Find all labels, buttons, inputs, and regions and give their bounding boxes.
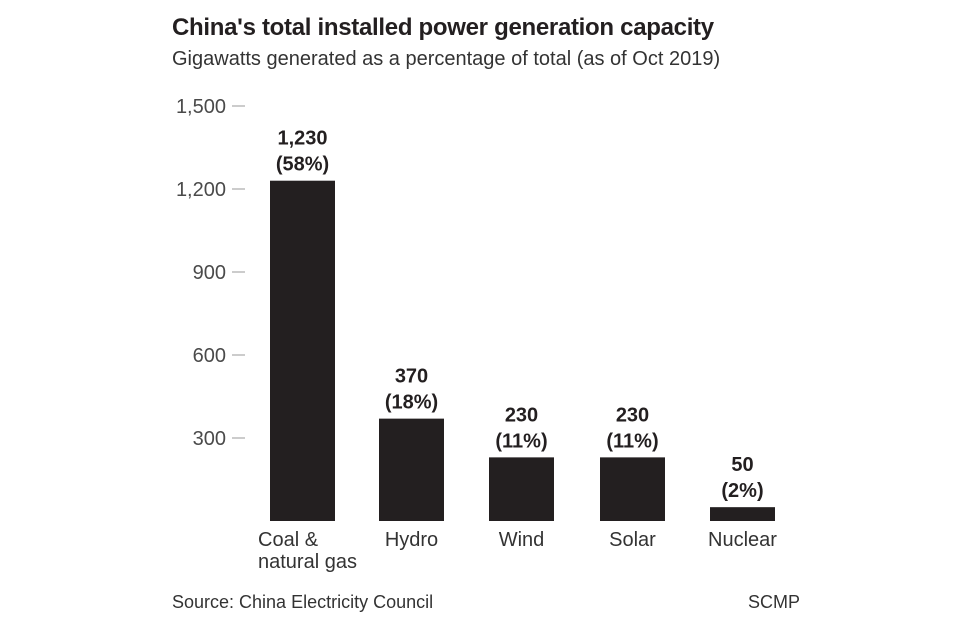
y-tick-label: 600 (193, 345, 226, 367)
x-category-label: Nuclear (708, 529, 777, 551)
bar-value-label: 230 (616, 404, 649, 426)
credit-label: SCMP (747, 592, 800, 612)
bar-percent-label: (11%) (495, 430, 547, 452)
bar (379, 418, 444, 521)
y-tick-label: 300 (193, 428, 226, 450)
bar (600, 457, 665, 521)
x-category-label: Hydro (385, 529, 438, 551)
y-tick-label: 900 (193, 262, 226, 284)
bar-percent-label: (58%) (276, 154, 329, 176)
chart-title: China's total installed power generation… (172, 14, 714, 41)
bar (489, 457, 554, 521)
x-category-label: Wind (499, 529, 545, 551)
y-tick-label: 1,200 (176, 179, 226, 201)
source-note: Source: China Electricity Council (172, 592, 434, 612)
chart-subtitle: Gigawatts generated as a percentage of t… (172, 48, 721, 70)
bar (270, 180, 335, 521)
bar-percent-label: (11%) (606, 430, 658, 452)
x-category-label: natural gas (258, 551, 357, 573)
bar-value-label: 230 (505, 404, 538, 426)
bar-percent-label: (18%) (385, 392, 438, 414)
bar-chart: 300 600 900 1,200 1,500 1,230 (58%) Coal &natur… (176, 96, 777, 573)
bar (710, 507, 775, 521)
bar-percent-label: (2%) (721, 480, 763, 502)
bar-value-label: 1,230 (277, 128, 327, 150)
x-category-label: Coal & (258, 529, 319, 551)
bar-value-label: 370 (395, 366, 428, 388)
x-category-label: Solar (609, 529, 656, 551)
bar-value-label: 50 (731, 454, 753, 476)
y-tick-label: 1,500 (176, 96, 226, 118)
